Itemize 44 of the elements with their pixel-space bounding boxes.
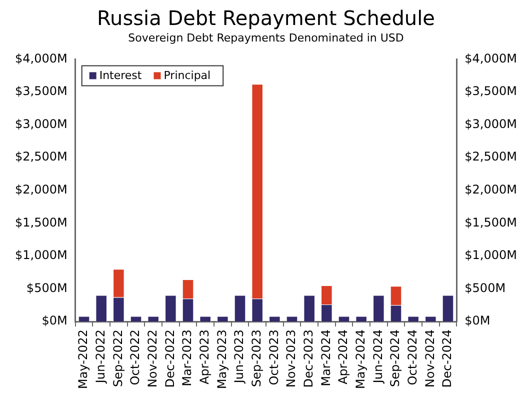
y-tick-label: $500M xyxy=(26,280,68,295)
x-tick-label: Mar-2023 xyxy=(180,330,194,386)
x-tick-label: Apr-2023 xyxy=(197,330,212,384)
x-tick-label: Jun-2022 xyxy=(93,330,108,384)
y-tick-label: $3,500M xyxy=(15,84,68,98)
x-tick-label: Dec-2023 xyxy=(301,330,316,388)
x-tick-label: Sep-2024 xyxy=(388,330,402,388)
y2-tick-label: $1,500M xyxy=(464,215,517,230)
x-tick-label: May-2023 xyxy=(214,330,229,389)
y-tick-label: $3,000M xyxy=(15,116,68,131)
y-tick-label: $2,500M xyxy=(15,150,68,164)
x-tick-label: Oct-2023 xyxy=(266,330,281,386)
y2-tick-label: $500M xyxy=(464,280,506,295)
y2-tick-label: $3,000M xyxy=(464,116,517,131)
x-tick-label: Nov-2022 xyxy=(145,330,160,388)
y2-tick-label: $2,000M xyxy=(464,182,517,196)
y-tick-label: $1,500M xyxy=(15,215,68,230)
x-tick-label: Nov-2023 xyxy=(284,330,298,388)
x-tick-label: Dec-2022 xyxy=(162,330,177,388)
chart-subtitle: Sovereign Debt Repayments Denominated in USD xyxy=(128,31,404,44)
y-tick-label: $0M xyxy=(42,314,68,328)
x-tick-label: Apr-2024 xyxy=(336,330,350,384)
x-tick-label: Dec-2024 xyxy=(440,330,454,388)
y2-tick-label: $4,000M xyxy=(464,51,517,66)
legend-label: Principal xyxy=(164,69,211,82)
chart-title: Russia Debt Repayment Schedule xyxy=(97,6,435,30)
y2-tick-label: $1,000M xyxy=(464,248,517,262)
x-tick-label: Mar-2024 xyxy=(318,330,333,386)
x-tick-label: Jun-2023 xyxy=(232,330,246,384)
x-tick-label: Oct-2022 xyxy=(128,330,142,386)
y2-tick-label: $0M xyxy=(464,314,490,328)
x-tick-label: Sep-2022 xyxy=(110,330,125,388)
x-tick-label: Nov-2024 xyxy=(422,330,437,388)
y2-tick-label: $3,500M xyxy=(464,84,517,98)
x-tick-label: Jun-2024 xyxy=(370,330,385,384)
y2-tick-label: $2,500M xyxy=(464,150,517,164)
x-tick-label: May-2024 xyxy=(353,330,368,389)
legend-label: Interest xyxy=(99,69,142,82)
x-tick-label: Sep-2023 xyxy=(249,330,264,388)
y-tick-label: $1,000M xyxy=(15,248,68,262)
y-tick-label: $4,000M xyxy=(15,51,68,66)
x-tick-label: Oct-2024 xyxy=(405,330,420,386)
x-tick-label: May-2022 xyxy=(76,330,90,389)
y-tick-label: $2,000M xyxy=(15,182,68,196)
